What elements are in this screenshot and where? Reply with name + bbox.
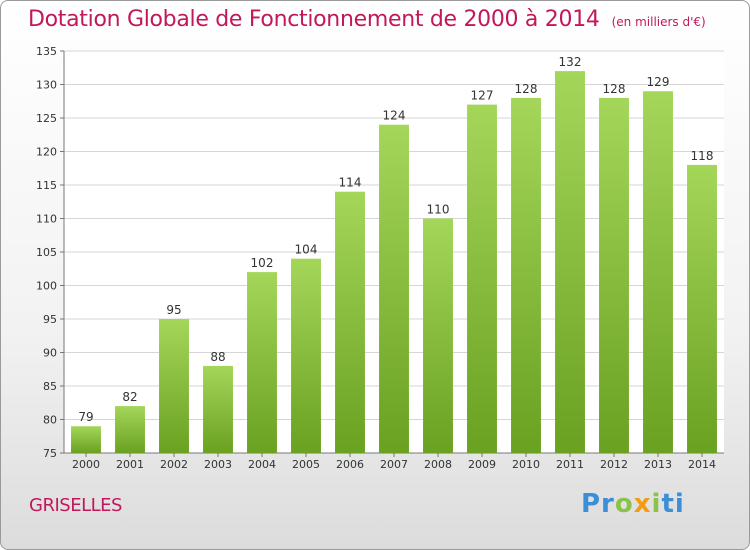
- town-name: GRISELLES: [29, 495, 122, 516]
- y-tick-label: 80: [43, 414, 57, 427]
- bar-2000: [71, 426, 101, 453]
- logo-part-2: o: [614, 489, 634, 519]
- y-tick-label: 135: [36, 45, 57, 58]
- data-label-2009: 127: [471, 89, 494, 103]
- data-label-2013: 129: [647, 75, 670, 89]
- x-tick-label-2002: 2002: [160, 458, 188, 471]
- x-tick-label-2007: 2007: [380, 458, 408, 471]
- x-tick-label-2004: 2004: [248, 458, 276, 471]
- bar-2014: [687, 164, 717, 453]
- data-label-2006: 114: [339, 176, 362, 190]
- y-tick-label: 115: [36, 179, 57, 192]
- x-tick-label-2000: 2000: [72, 458, 100, 471]
- logo-part-5: ti: [661, 489, 685, 519]
- logo-part-1: Pr: [581, 489, 615, 519]
- data-label-2011: 132: [559, 55, 582, 69]
- data-label-2004: 102: [251, 256, 274, 270]
- proxiti-logo: Proxiti: [581, 489, 685, 519]
- x-tick-label-2014: 2014: [688, 458, 716, 471]
- y-tick-label: 95: [43, 313, 57, 326]
- y-tick-label: 75: [43, 447, 57, 460]
- bar-2013: [643, 91, 673, 453]
- bar-2002: [159, 319, 189, 453]
- bar-2012: [599, 97, 629, 454]
- chart-title-text: Dotation Globale de Fonctionnement de 20…: [28, 7, 600, 32]
- data-label-2010: 128: [515, 82, 538, 96]
- x-tick-label-2001: 2001: [116, 458, 144, 471]
- x-tick-label-2011: 2011: [556, 458, 584, 471]
- data-label-2001: 82: [122, 390, 137, 404]
- logo-part-4: i: [651, 489, 662, 519]
- chart-title: Dotation Globale de Fonctionnement de 20…: [28, 7, 706, 32]
- y-tick-label: 100: [36, 280, 57, 293]
- bar-2008: [423, 218, 453, 453]
- data-label-2007: 124: [383, 109, 406, 123]
- bar-2011: [555, 71, 585, 453]
- chart-unit: (en milliers d'€): [611, 15, 706, 29]
- data-label-2012: 128: [603, 82, 626, 96]
- y-tick-label: 120: [36, 146, 57, 159]
- x-tick-label-2012: 2012: [600, 458, 628, 471]
- y-tick-label: 125: [36, 112, 57, 125]
- x-tick-label-2006: 2006: [336, 458, 364, 471]
- bar-2007: [379, 124, 409, 453]
- bar-2006: [335, 191, 365, 453]
- data-label-2000: 79: [78, 410, 93, 424]
- data-label-2002: 95: [166, 303, 181, 317]
- x-tick-label-2003: 2003: [204, 458, 232, 471]
- data-label-2003: 88: [210, 350, 225, 364]
- x-tick-label-2013: 2013: [644, 458, 672, 471]
- x-tick-label-2008: 2008: [424, 458, 452, 471]
- logo-part-3: x: [633, 489, 652, 519]
- bar-2005: [291, 258, 321, 453]
- bar-2009: [467, 104, 497, 453]
- data-label-2005: 104: [295, 243, 318, 257]
- bar-2003: [203, 365, 233, 453]
- y-tick-label: 105: [36, 246, 57, 259]
- bar-2004: [247, 272, 277, 453]
- bar-2001: [115, 406, 145, 453]
- y-tick-label: 110: [36, 213, 57, 226]
- y-tick-label: 85: [43, 380, 57, 393]
- x-tick-label-2010: 2010: [512, 458, 540, 471]
- x-tick-label-2009: 2009: [468, 458, 496, 471]
- x-tick-label-2005: 2005: [292, 458, 320, 471]
- bar-2010: [511, 97, 541, 454]
- y-tick-label: 90: [43, 347, 57, 360]
- y-tick-label: 130: [36, 79, 57, 92]
- data-label-2014: 118: [691, 149, 714, 163]
- data-label-2008: 110: [427, 203, 450, 217]
